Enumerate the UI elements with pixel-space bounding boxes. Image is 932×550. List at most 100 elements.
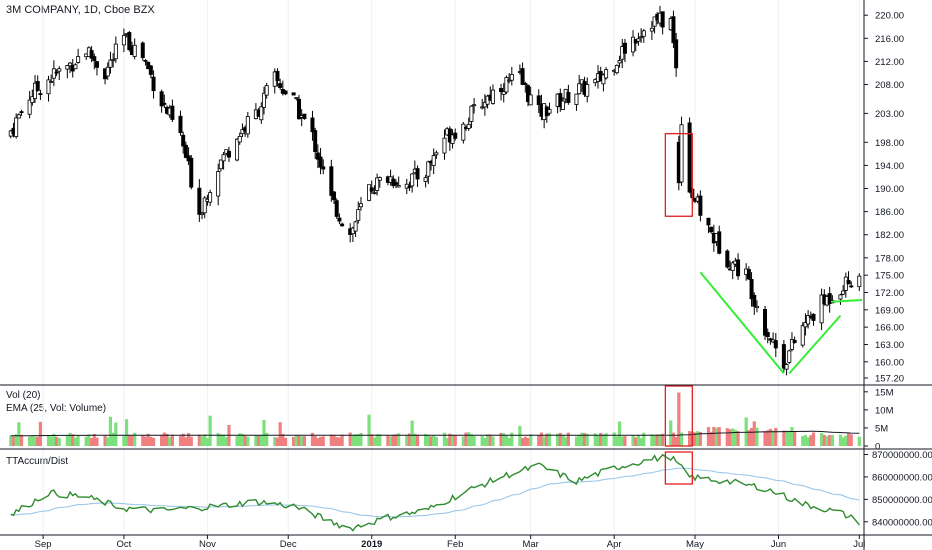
- candle-body: [127, 32, 132, 51]
- volume-bar: [766, 430, 770, 446]
- candle-body: [183, 144, 188, 158]
- volume-bar: [793, 431, 797, 446]
- volume-bar: [329, 434, 333, 446]
- candle-body: [68, 62, 73, 67]
- resistance-line: [832, 299, 863, 303]
- candle-body: [94, 61, 99, 68]
- candle-body: [415, 168, 420, 180]
- volume-bar: [752, 421, 756, 446]
- candle-body: [226, 150, 231, 158]
- volume-bar: [661, 433, 665, 446]
- candle-body: [622, 42, 627, 54]
- candle-body: [819, 294, 824, 324]
- volume-bar: [558, 432, 562, 446]
- volume-bar: [235, 436, 239, 446]
- candle-body: [523, 83, 528, 85]
- volume-bar: [467, 432, 471, 446]
- volume-bar: [30, 436, 34, 446]
- volume-bar: [830, 435, 834, 446]
- y-tick-label: 172.00: [875, 288, 904, 299]
- candle-body: [334, 200, 339, 217]
- candle-body: [358, 203, 363, 208]
- volume-bar: [693, 432, 697, 446]
- volume-bar: [669, 420, 673, 446]
- y-tick-label: 175.00: [875, 271, 904, 282]
- x-tick-label: Feb: [447, 539, 463, 550]
- volume-bar: [84, 436, 88, 446]
- volume-bar: [709, 431, 713, 446]
- candle-body: [65, 65, 70, 70]
- candle-body: [132, 44, 137, 57]
- volume-bar: [432, 435, 436, 446]
- volume-bar: [302, 436, 306, 446]
- candle-body: [784, 364, 789, 370]
- volume-bar: [17, 422, 21, 446]
- candle-body: [763, 309, 768, 336]
- volume-bar: [197, 434, 201, 446]
- volume-bar: [318, 436, 323, 446]
- volume-bar: [259, 434, 263, 446]
- volume-bar: [491, 436, 495, 446]
- volume-bar: [292, 436, 296, 446]
- volume-bar: [273, 437, 277, 446]
- volume-bar: [542, 436, 546, 446]
- candle-body: [315, 152, 320, 160]
- x-tick-label: Mar: [522, 539, 538, 550]
- candle-body: [197, 187, 202, 215]
- volume-bar: [221, 434, 226, 446]
- volume-bar: [811, 432, 816, 446]
- volume-bar: [499, 432, 503, 446]
- y-tick-label: 208.00: [875, 80, 904, 91]
- candle-body: [143, 60, 148, 62]
- volume-bar: [518, 425, 522, 446]
- volume-bar: [574, 436, 579, 446]
- candle-body: [453, 132, 458, 139]
- volume-bar: [111, 432, 115, 446]
- annotations: [664, 132, 863, 485]
- volume-bar: [731, 428, 735, 446]
- volume-bar: [189, 436, 193, 446]
- volume-bar: [57, 438, 61, 446]
- volume-bar: [9, 435, 13, 446]
- volume-bar: [615, 436, 619, 446]
- volume-bar: [787, 431, 791, 446]
- volume-bar: [566, 432, 570, 446]
- volume-bar: [634, 437, 638, 446]
- candle-body: [259, 106, 264, 121]
- candle-body: [54, 71, 59, 74]
- volume-bar: [108, 416, 113, 446]
- volume-bar: [394, 434, 398, 446]
- volume-bar: [391, 434, 395, 446]
- candle-body: [178, 115, 183, 134]
- volume-bar: [367, 414, 371, 446]
- volume-bar: [133, 432, 137, 446]
- volume-bar: [332, 435, 336, 446]
- volume-bar: [747, 430, 751, 446]
- volume-bar: [125, 419, 129, 446]
- candle-body: [472, 104, 477, 107]
- volume-bar: [278, 422, 282, 446]
- candle-body: [221, 154, 226, 162]
- volume-bar: [386, 435, 390, 446]
- candle-body: [35, 81, 40, 91]
- y-tick-label: 190.00: [875, 184, 904, 195]
- candle-body: [768, 338, 773, 341]
- volume-bar: [208, 415, 212, 446]
- volume-bar: [65, 435, 69, 446]
- candle-body: [482, 102, 487, 108]
- accum-pane-label: TTAccum/Dist: [6, 456, 69, 467]
- volume-bar: [127, 435, 131, 446]
- candle-body: [245, 116, 250, 135]
- candle-body: [806, 315, 811, 325]
- volume-bar: [469, 434, 474, 446]
- candle-body: [146, 61, 151, 70]
- volume-bar: [300, 436, 304, 446]
- volume-bar: [461, 436, 465, 446]
- candle-body: [773, 340, 778, 349]
- candle-body: [407, 186, 412, 188]
- volume-bar: [529, 434, 533, 446]
- candle-body: [367, 184, 372, 201]
- volume-bar: [480, 436, 484, 446]
- volume-bar: [294, 434, 298, 446]
